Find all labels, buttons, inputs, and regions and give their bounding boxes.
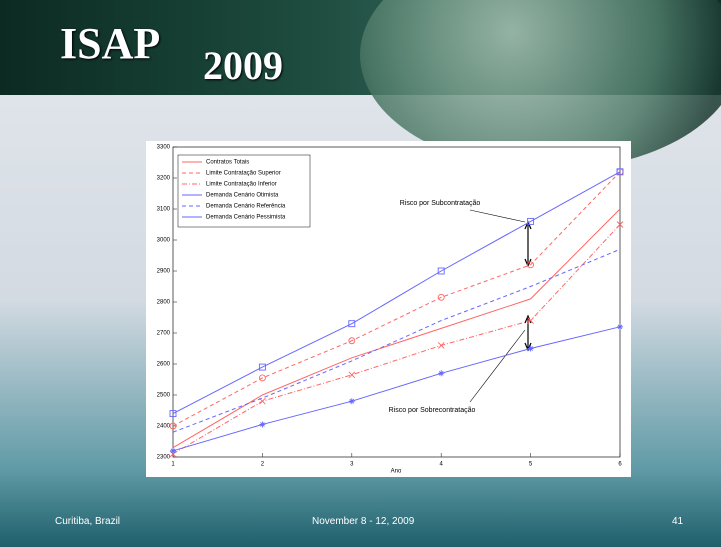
y-tick-label: 2800 <box>157 300 171 306</box>
header-subscript: 2009 <box>203 43 283 88</box>
marker <box>437 342 445 349</box>
marker <box>527 345 534 352</box>
annotation: Risco por Sobrecontratação <box>389 407 476 414</box>
y-tick-label: 2900 <box>157 269 171 275</box>
series-line <box>172 171 621 427</box>
legend-label: Limite Contratação Inferior <box>206 182 277 188</box>
legend-label: Demanda Cenário Pessimista <box>206 215 286 221</box>
y-tick-label: 2300 <box>157 455 171 461</box>
y-tick-label: 2600 <box>157 362 171 368</box>
y-tick-label: 2500 <box>157 393 171 399</box>
legend-box <box>177 154 311 228</box>
footer-left: Curitiba, Brazil <box>55 516 121 527</box>
y-tick-label: 3200 <box>157 176 171 182</box>
banner <box>0 0 721 170</box>
marker <box>169 450 177 458</box>
x-tick-label: 2 <box>261 462 265 468</box>
y-tick-label: 3300 <box>157 145 171 151</box>
legend-label: Limite Contratação Superior <box>206 171 281 177</box>
marker <box>437 267 445 275</box>
arrows <box>469 209 532 403</box>
x-tick-label: 3 <box>350 462 354 468</box>
y-tick-label: 3000 <box>157 238 171 244</box>
marker <box>437 293 445 301</box>
marker <box>169 410 177 418</box>
legend-label: Demanda Cenário Otimista <box>206 193 279 199</box>
marker <box>258 374 266 382</box>
marker <box>616 221 624 228</box>
footer-center: November 8 - 12, 2009 <box>312 516 415 527</box>
y-tick-label: 3100 <box>157 207 171 213</box>
y-tick-label: 2700 <box>157 331 171 337</box>
marker <box>348 337 356 345</box>
legend-label: Demanda Cenário Referência <box>206 204 286 210</box>
marker <box>170 447 176 454</box>
marker <box>617 323 623 330</box>
series-line <box>172 224 621 455</box>
marker <box>259 421 266 428</box>
legend-label: Contratos Totais <box>206 160 249 166</box>
marker <box>348 398 355 405</box>
x-tick-label: 6 <box>618 462 622 468</box>
footer-right: 41 <box>672 516 684 527</box>
header-title: ISAP <box>60 19 161 68</box>
series-line <box>172 326 621 452</box>
marker <box>348 320 356 328</box>
x-tick-label: 1 <box>171 462 175 468</box>
annotation: Risco por Subcontratação <box>400 200 481 207</box>
marker <box>527 317 534 324</box>
x-tick-label: 4 <box>440 462 444 468</box>
marker <box>258 363 266 371</box>
series-line <box>172 171 621 415</box>
marker <box>348 371 356 379</box>
marker <box>169 422 177 430</box>
x-tick-label: 5 <box>529 462 533 468</box>
y-tick-label: 2400 <box>157 424 171 430</box>
marker <box>438 370 445 377</box>
series-line <box>172 248 621 433</box>
marker <box>527 261 535 269</box>
marker <box>616 168 624 176</box>
marker <box>527 217 535 225</box>
x-axis-label: Ano <box>391 469 402 475</box>
